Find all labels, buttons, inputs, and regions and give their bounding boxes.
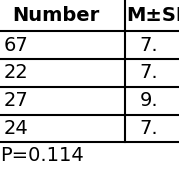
Text: 7.: 7.	[140, 119, 158, 138]
Text: Number: Number	[12, 6, 99, 25]
Text: P=0.114: P=0.114	[0, 146, 84, 165]
Text: 7.: 7.	[140, 63, 158, 83]
Text: 24: 24	[4, 119, 28, 138]
Text: 9.: 9.	[140, 91, 158, 110]
Text: 27: 27	[4, 91, 28, 110]
Text: 67: 67	[4, 36, 28, 55]
Text: M±SD: M±SD	[126, 6, 179, 25]
Text: 22: 22	[4, 63, 28, 83]
Text: 7.: 7.	[140, 36, 158, 55]
